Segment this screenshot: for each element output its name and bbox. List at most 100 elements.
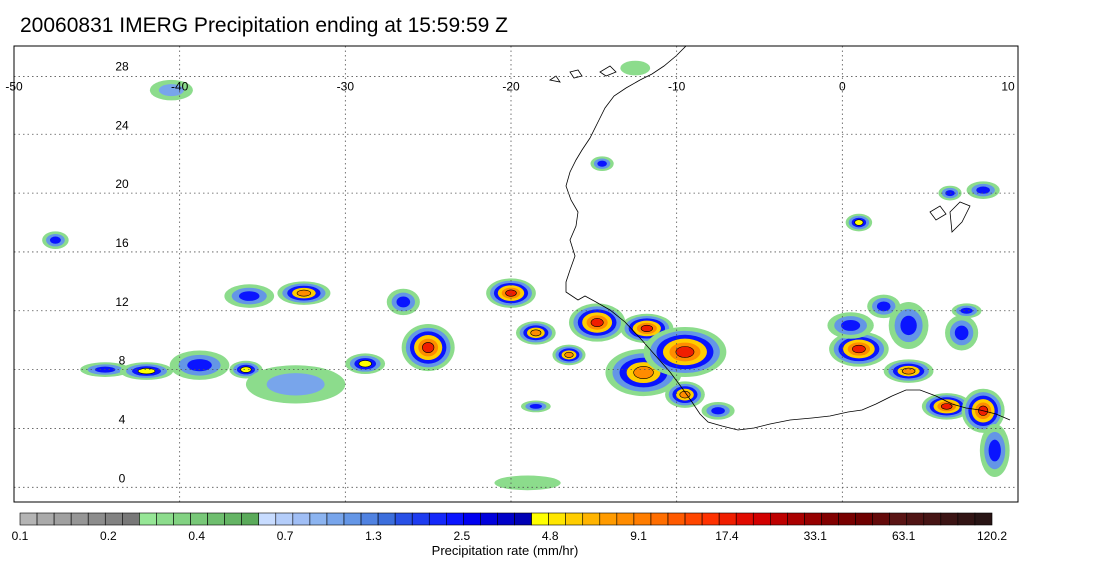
colorbar-swatch [122,512,140,526]
colorbar-swatch [275,512,294,526]
precip-cell [620,313,674,344]
colorbar-swatch [19,512,38,526]
colorbar-tick-label: 0.1 [12,529,29,543]
colorbar-swatch [531,512,549,526]
precip-cell [345,353,386,375]
precip-cell [979,424,1010,477]
coastline-island-3 [599,65,617,77]
precip-cell [883,359,934,383]
colorbar-swatch [446,512,464,526]
colorbar-swatch [633,512,652,526]
colorbar-swatch [667,512,686,526]
colorbar-swatch [207,512,225,526]
colorbar-swatch [787,512,805,526]
colorbar-swatch [752,512,771,526]
precip-cell [520,400,551,413]
colorbar-swatch [770,512,788,526]
coastline-west-africa [565,46,1011,431]
colorbar-swatch [906,512,925,526]
colorbar-swatch [548,512,566,526]
precip-cell [568,303,626,342]
coastline-lake-2 [949,201,971,233]
colorbar-swatch [514,512,532,526]
colorbar-tick-label: 0.7 [277,529,294,543]
lat-tick-label: 4 [119,412,126,426]
colorbar-tick-label: 0.4 [188,529,205,543]
colorbar-swatch [463,512,481,526]
coastline-lake-1 [929,205,947,221]
colorbar-swatches [19,512,993,526]
lon-tick-label: -20 [502,79,520,93]
axis-labels: -50 -40 -30 -20 -10 0 10 0 4 8 12 16 20 24 28 [5,59,1015,485]
colorbar-swatch [394,512,413,526]
colorbar-swatch [565,512,584,526]
precip-cell [867,294,901,319]
precip-cell [845,213,873,232]
colorbar-swatch [889,512,908,526]
colorbar-swatch [190,512,208,526]
precip-cell [888,301,929,350]
lat-tick-label: 12 [115,295,129,309]
colorbar-title: Precipitation rate (mm/hr) [431,543,579,558]
precip-cell [245,365,346,404]
colorbar-swatch [377,512,396,526]
colorbar-swatch [804,512,822,526]
colorbar-swatch [36,512,55,526]
precip-cell [620,60,651,76]
colorbar-tick-label: 0.2 [100,529,117,543]
colorbar-swatch [923,512,942,526]
colorbar-swatch [701,512,720,526]
colorbar-tick-label: 9.1 [630,529,647,543]
map-background [14,46,1018,502]
precip-cell [951,303,982,319]
precip-cell [224,284,275,308]
precip-cell [966,181,1000,199]
precip-cell [590,156,614,172]
lon-tick-label: -50 [5,79,23,93]
colorbar-tick-label: 120.2 [977,529,1007,543]
precip-cell [486,278,536,308]
colorbar-tick-label: 2.5 [453,529,470,543]
precip-cells-layer [42,60,1010,491]
colorbar-swatch [411,512,430,526]
lon-tick-label: -10 [668,79,686,93]
map-frame [13,45,1019,503]
colorbar-swatch [104,512,123,526]
colorbar-swatch [599,512,618,526]
colorbar-tick-label: 63.1 [892,529,916,543]
lat-tick-label: 28 [115,59,129,73]
colorbar-swatch [241,512,260,526]
colorbar-swatch [326,512,345,526]
colorbar-swatch [224,512,242,526]
colorbar-swatch [70,512,89,526]
colorbar-swatch [428,512,447,526]
colorbar-swatch [650,512,669,526]
colorbar-swatch [292,512,311,526]
colorbar-swatch [974,512,993,526]
colorbar-swatch [497,512,515,526]
colorbar-swatch [139,512,157,526]
colorbar-swatch [940,512,959,526]
colorbar-swatch [87,512,106,526]
precip-cell [515,321,556,345]
colorbar-tick-labels: 0.1 0.2 0.4 0.7 1.3 2.5 4.8 9.1 17.4 33.1 63.1 120.… [12,529,1008,543]
colorbar-swatch [582,512,601,526]
colorbar-swatch [53,512,72,526]
colorbar-swatch [343,512,362,526]
lat-tick-label: 24 [115,118,129,132]
colorbar-swatch [718,512,737,526]
colorbar-tick-label: 33.1 [804,529,828,543]
coastline-layer [548,46,1011,431]
lat-tick-label: 16 [115,236,129,250]
colorbar-swatch [309,512,328,526]
lon-tick-label: -40 [171,79,189,93]
colorbar-swatch [957,512,976,526]
precip-cell [945,315,979,351]
colorbar-swatch [616,512,635,526]
chart-title: 20060831 IMERG Precipitation ending at 1… [20,14,508,37]
precip-cell [643,326,727,377]
colorbar-swatch [258,512,277,526]
colorbar-tick-label: 1.3 [365,529,382,543]
precip-cell [42,231,69,249]
colorbar-swatch [872,512,890,526]
